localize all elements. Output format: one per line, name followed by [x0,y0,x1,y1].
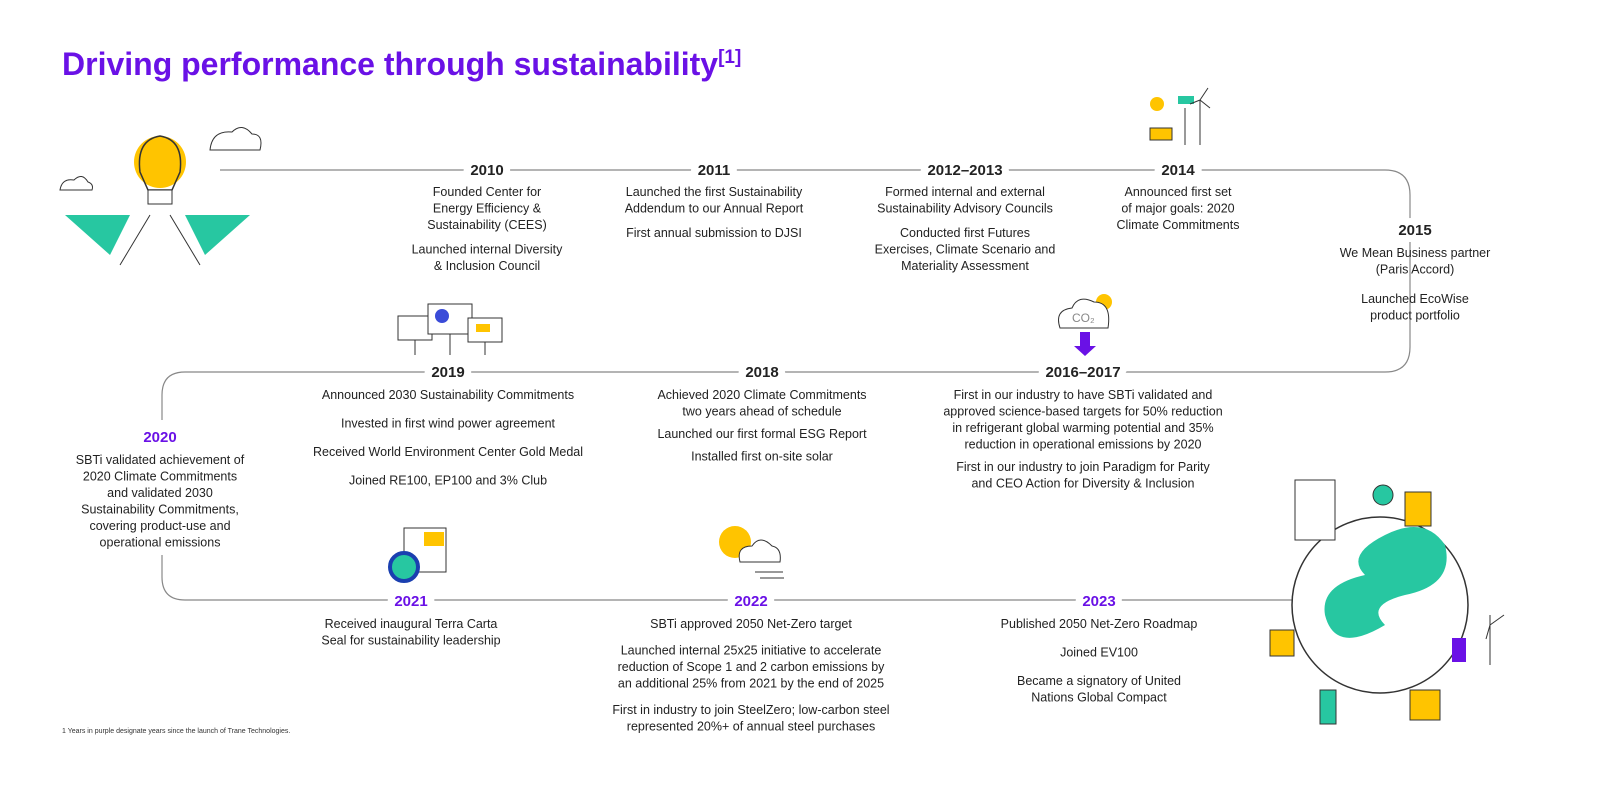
milestone-text: Launched EcoWise [1361,292,1469,306]
milestone-text: First annual submission to DJSI [626,226,802,240]
milestone-text: Became a signatory of United [1017,674,1181,688]
milestone-text: SBTi validated achievement of [76,453,245,467]
footnote: 1 Years in purple designate years since … [62,728,290,735]
milestone-year: 2010 [470,162,503,179]
milestone-text: two years ahead of schedule [682,405,841,419]
milestone-text: operational emissions [100,536,221,550]
milestone-year: 2018 [745,364,778,381]
milestone-text: Published 2050 Net-Zero Roadmap [1001,617,1198,631]
milestone-text: Received World Environment Center Gold M… [313,445,583,459]
scroll-globe-illustration [388,527,447,583]
milestone-year: 2014 [1161,162,1195,179]
milestone-text: & Inclusion Council [434,259,540,273]
sun-cloud-illustration [719,526,784,579]
milestone-text: Climate Commitments [1117,218,1240,232]
title-text: Driving performance through sustainabili… [62,46,718,82]
co2-cloud-illustration: CO₂ [1058,294,1112,356]
signs-illustration [397,303,503,355]
milestone-text: First in our industry to have SBTi valid… [954,388,1213,402]
milestone-text: Addendum to our Annual Report [625,202,804,216]
milestone-text: Sustainability Advisory Councils [877,202,1053,216]
milestone-text: First in our industry to join Paradigm f… [956,460,1210,474]
milestone-year: 2022 [734,593,767,610]
milestone-text: product portfolio [1370,309,1460,323]
milestone-text: Sustainability (CEES) [427,218,547,232]
milestone-year: 2023 [1082,593,1115,610]
svg-text:CO₂: CO₂ [1072,311,1095,325]
milestone-text: approved science-based targets for 50% r… [943,405,1222,419]
milestone-text: Energy Efficiency & [433,202,542,216]
milestone-text: Installed first on-site solar [691,450,833,464]
timeline-path [161,169,1411,601]
milestone-year: 2016–2017 [1045,364,1120,381]
milestone-text: Sustainability Commitments, [81,503,239,517]
milestone-text: Launched our first formal ESG Report [657,427,867,441]
milestone-text: Founded Center for [433,185,541,199]
milestone-text: Conducted first Futures [900,226,1030,240]
milestone-text: covering product-use and [89,519,230,533]
milestone-text: Exercises, Climate Scenario and [875,243,1056,257]
milestone-text: 2020 Climate Commitments [83,470,237,484]
milestone-text: of major goals: 2020 [1121,202,1234,216]
milestone-text: Achieved 2020 Climate Commitments [657,388,866,402]
milestone-text: Materiality Assessment [901,259,1029,273]
milestone-year: 2015 [1398,222,1431,239]
milestone-text: We Mean Business partner [1340,246,1491,260]
milestone-text: reduction of Scope 1 and 2 carbon emissi… [618,660,886,674]
milestone-year: 2012–2013 [927,162,1002,179]
milestone-text: Announced 2030 Sustainability Commitment… [322,388,574,402]
milestone-text: Formed internal and external [885,185,1045,199]
milestone-text: Launched internal Diversity [412,243,564,257]
milestone-text: represented 20%+ of annual steel purchas… [627,720,875,734]
milestone-year: 2011 [698,162,731,179]
milestone-text: Launched the first Sustainability [626,185,803,199]
milestone-text: SBTi approved 2050 Net-Zero target [650,617,852,631]
milestone-year: 2020 [143,429,176,446]
milestone-text: reduction in operational emissions by 20… [965,438,1202,452]
milestone-text: Nations Global Compact [1031,691,1167,705]
milestone-text: Announced first set [1124,185,1232,199]
milestone-text: in refrigerant global warming potential … [952,421,1213,435]
milestone-year: 2021 [394,593,427,610]
milestone-text: Launched internal 25x25 initiative to ac… [621,644,882,658]
title: Driving performance through sustainabili… [62,46,741,82]
milestone-text: an additional 25% from 2021 by the end o… [618,677,884,691]
lightbulb-illustration [59,127,262,266]
milestone-text: Joined EV100 [1060,646,1138,660]
milestone-text: Seal for sustainability leadership [321,634,500,648]
globe-city-illustration [1269,479,1505,725]
milestone-text: (Paris Accord) [1376,263,1455,277]
windmill-illustration [1149,87,1211,145]
milestone-text: Joined RE100, EP100 and 3% Club [349,474,547,488]
milestone-year: 2019 [431,364,464,381]
milestone-text: Received inaugural Terra Carta [325,617,498,631]
milestone-text: and CEO Action for Diversity & Inclusion [971,477,1194,491]
milestone-text: First in industry to join SteelZero; low… [612,703,889,717]
milestone-text: and validated 2030 [107,486,213,500]
title-note: [1] [718,47,741,68]
milestone-text: Invested in first wind power agreement [341,417,556,431]
